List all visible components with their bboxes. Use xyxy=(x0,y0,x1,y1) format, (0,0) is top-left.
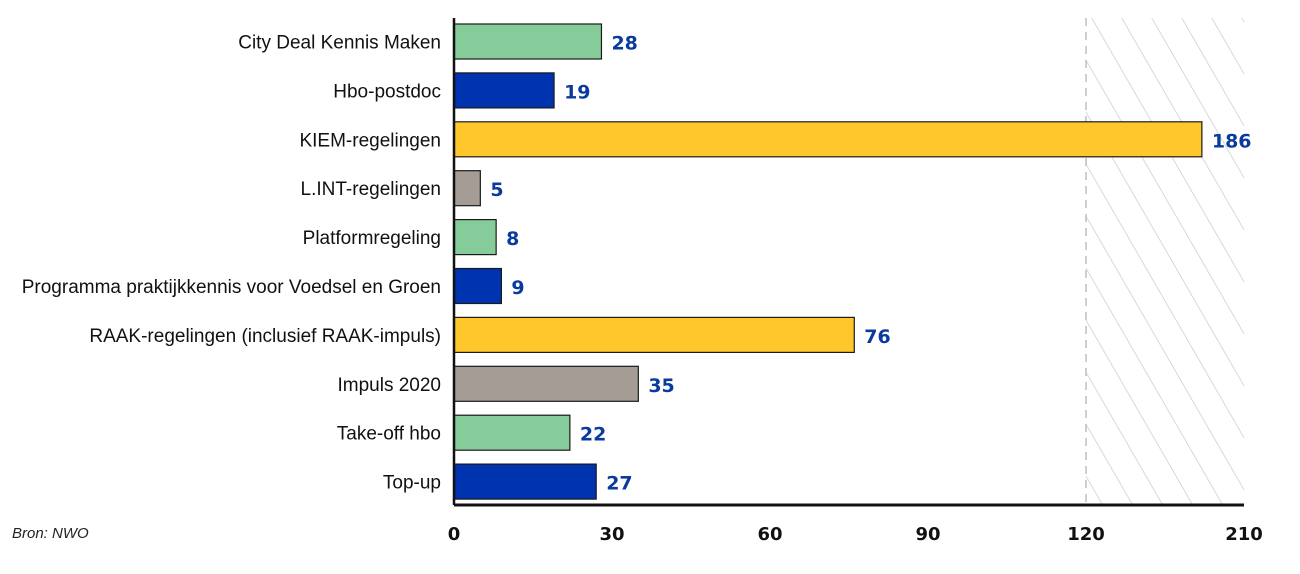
x-tick-labels: 0 30 60 90 120 210 xyxy=(448,524,1263,545)
value-labels: 28 19 186 5 8 9 76 35 22 27 xyxy=(490,33,1251,495)
category-label: KIEM-regelingen xyxy=(299,130,441,151)
source-note: Bron: NWO xyxy=(12,525,89,542)
axis-break-hatch-area xyxy=(1086,18,1244,505)
bar xyxy=(453,219,497,256)
bar xyxy=(453,121,1203,158)
x-tick-label: 60 xyxy=(757,524,782,545)
bar xyxy=(453,170,481,207)
value-label: 8 xyxy=(506,228,519,250)
x-tick-label: 120 xyxy=(1067,524,1105,545)
bar xyxy=(453,267,503,305)
bar xyxy=(453,414,571,451)
bar xyxy=(453,72,555,109)
category-label: Platformregeling xyxy=(303,228,441,249)
category-label: Programma praktijkkennis voor Voedsel en… xyxy=(22,277,441,298)
bar xyxy=(453,463,597,500)
category-label: RAAK-regelingen (inclusief RAAK-impuls) xyxy=(89,326,441,347)
value-label: 9 xyxy=(511,277,524,299)
x-tick-label: 30 xyxy=(599,524,624,545)
category-label: City Deal Kennis Maken xyxy=(238,33,441,54)
bar xyxy=(453,365,639,402)
bar xyxy=(453,316,855,353)
value-label: 22 xyxy=(580,424,606,446)
category-label: Take-off hbo xyxy=(337,424,441,445)
value-label: 19 xyxy=(564,81,590,103)
value-label: 186 xyxy=(1212,130,1252,152)
category-labels: City Deal Kennis Maken Hbo-postdoc KIEM-re… xyxy=(22,33,441,494)
x-tick-label: 0 xyxy=(448,524,461,545)
value-label: 76 xyxy=(864,326,890,348)
value-label: 28 xyxy=(611,33,637,55)
value-label: 5 xyxy=(490,179,503,201)
value-label: 27 xyxy=(606,473,632,495)
bar xyxy=(453,23,603,60)
category-label: L.INT-regelingen xyxy=(301,179,441,200)
category-label: Hbo-postdoc xyxy=(333,81,441,102)
x-tick-label: 210 xyxy=(1225,524,1263,545)
x-tick-label: 90 xyxy=(915,524,940,545)
category-label: Top-up xyxy=(383,473,441,494)
value-label: 35 xyxy=(648,375,674,397)
bars-group xyxy=(453,23,1203,500)
category-label: Impuls 2020 xyxy=(337,375,441,396)
